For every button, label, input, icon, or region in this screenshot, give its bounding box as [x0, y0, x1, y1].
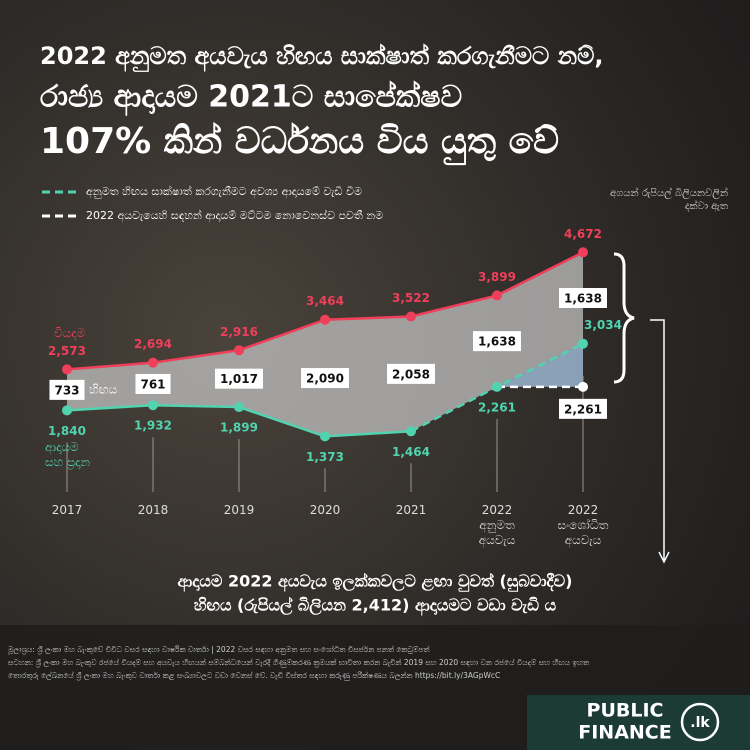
deficit-label: 2,058 [392, 367, 430, 381]
title: 107% කින් වර්ධනය විය යුතු වේ [40, 121, 559, 166]
point [62, 405, 72, 416]
deficit-label-box [301, 368, 349, 389]
series-name: වියදම [54, 326, 86, 340]
value-label: 4,672 [564, 227, 602, 241]
point [148, 400, 158, 411]
footnote: තොරතුරු ලේඛනයේ ශ්‍රී ලංකා මහ බැංකුව වාර්… [8, 670, 500, 681]
title: 2022 අනුමත අයවැය හිඟය සාක්ෂාත් කරගැනීමට … [40, 42, 604, 72]
conclusion: ආදායම 2022 අයවැය ඉලක්කවලට ළඟා වුවත් (සුබ… [178, 572, 573, 593]
deficit-label-box [473, 331, 521, 352]
arrow-head [658, 551, 670, 564]
point [492, 381, 502, 392]
bracket [613, 252, 635, 384]
deficit-label-box [559, 288, 607, 309]
x-tick-label: 2022 අනුමත අයවැය [478, 503, 516, 547]
value-label: 1,899 [220, 421, 258, 435]
x-tick-label: 2019 [223, 503, 255, 517]
logo-suffix: .lk [690, 715, 710, 731]
logo-box [527, 695, 750, 750]
point [234, 402, 244, 413]
point [234, 345, 244, 356]
deficit-area [67, 252, 583, 437]
x-tick-label: 2017 [51, 503, 83, 517]
series-name: ආදායම සහ ප්‍රදාන [45, 440, 91, 470]
point [320, 431, 330, 442]
arrow [650, 319, 665, 560]
point [578, 247, 588, 258]
x-tick-label: 2018 [137, 503, 169, 517]
legend-label: 2022 අයවැයෙහි සඳහන් ආදායම් මට්ටම නොවෙනස්… [86, 208, 383, 223]
x-tick-label: 2021 [395, 503, 427, 517]
point [492, 290, 502, 301]
logo-circle [680, 702, 720, 742]
legend-label: අනුමත හිඟය සාක්ෂාත් කරගැනීමට අවශ්‍ය ආදාය… [86, 184, 362, 199]
point [578, 381, 588, 392]
point [320, 314, 330, 325]
deficit-label: 761 [140, 377, 165, 391]
value-label: 2,573 [48, 344, 86, 358]
point [406, 426, 416, 437]
point [62, 364, 72, 375]
value-label: 2,916 [220, 325, 258, 339]
x-tick-label: 2022 සංශෝධිත අයවැය [557, 503, 609, 547]
value-label: 2,261 [478, 400, 516, 414]
value-label: 1,840 [48, 424, 86, 438]
value-label: 2,694 [134, 337, 172, 351]
value-label: 3,464 [306, 294, 344, 308]
footnote: සටහන: ශ්‍රී ලංකා මහ බැංකුව රජයේ වියදම් ස… [8, 657, 590, 668]
logo-text: PUBLIC [587, 700, 664, 722]
point [148, 357, 158, 368]
conclusion: හිඟය (රුපියල් බිලියන 2,412) ආදායමට වඩා ව… [194, 596, 557, 617]
point [406, 311, 416, 322]
value-label: 1,464 [392, 445, 430, 459]
value-label: 3,899 [478, 270, 516, 284]
footnote: මූලාශ්‍රය: ශ්‍රී ලංකා මහ බැංකුවේ විවිධ ව… [7, 644, 430, 655]
value-label: 2,261 [564, 402, 602, 416]
deficit-label-box [387, 363, 435, 384]
deficit-label-box [215, 368, 263, 389]
value-label: 3,522 [392, 291, 430, 305]
title: රාජ්‍ය ආදායම 2021ට සාපේක්ෂව [40, 80, 462, 117]
value-label-box [559, 398, 607, 419]
value-label: 1,932 [134, 419, 172, 433]
deficit-label-box [135, 373, 171, 394]
logo-text: FINANCE [578, 722, 671, 744]
value-label: 3,034 [584, 318, 622, 332]
deficit-label: 1,638 [478, 335, 516, 349]
unit-note: අගයන් රුපියල් බිලියනවලින් දක්වා ඇත [610, 188, 728, 212]
deficit-label: 2,090 [306, 372, 344, 386]
deficit-label: 1,017 [220, 372, 258, 386]
series-name: හිඟය [89, 382, 118, 396]
x-tick-label: 2020 [309, 503, 341, 517]
deficit-label: 733 [54, 383, 79, 397]
value-label: 1,373 [306, 450, 344, 464]
deficit-label-box [49, 379, 85, 400]
deficit-label: 1,638 [564, 292, 602, 306]
point [578, 338, 588, 349]
